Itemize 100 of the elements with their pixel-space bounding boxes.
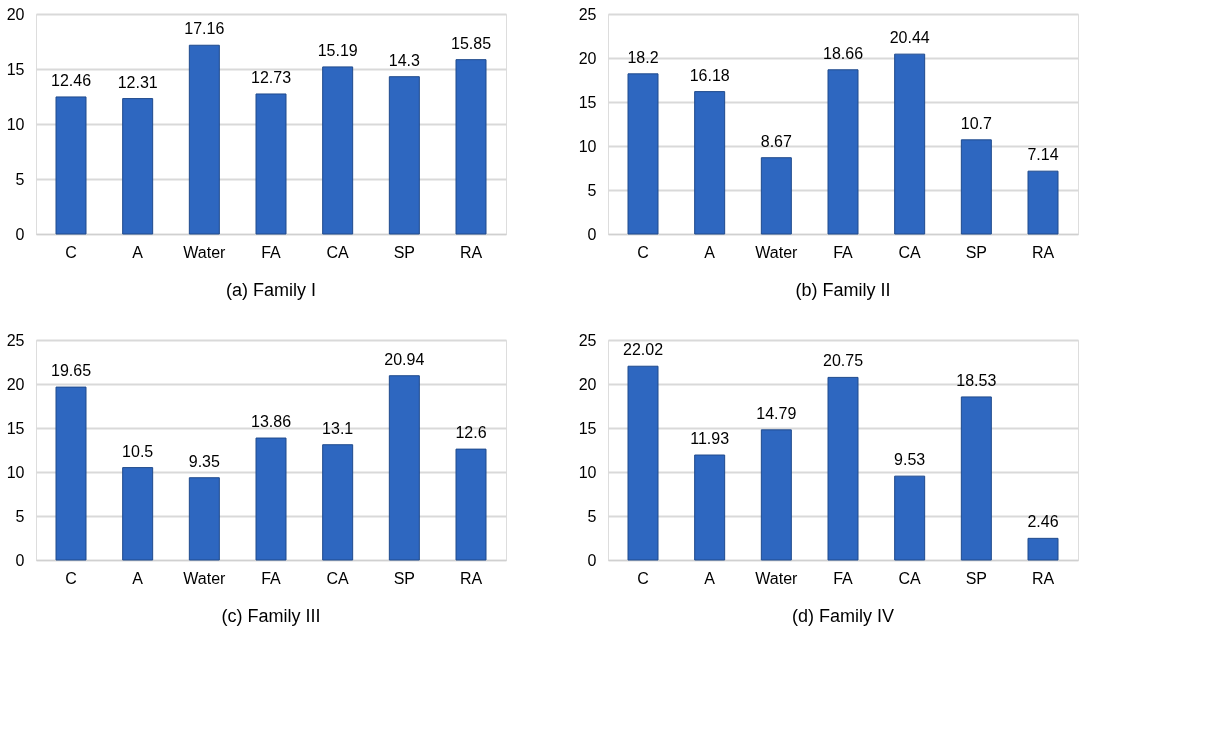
data-label: 10.5 xyxy=(122,442,154,460)
bar xyxy=(960,139,992,235)
x-tick-label: CA xyxy=(326,569,350,587)
bar xyxy=(388,375,420,561)
x-tick-label: A xyxy=(704,569,716,587)
y-tick-label: 0 xyxy=(15,551,25,569)
text: (c) Family III xyxy=(221,606,321,626)
bar xyxy=(55,386,87,561)
x-tick-label: Water xyxy=(183,569,227,587)
data-label: 18.53 xyxy=(956,371,997,389)
data-label: 12.46 xyxy=(50,71,92,89)
y-tick-label: 5 xyxy=(15,507,25,525)
y-tick-label: 10 xyxy=(578,137,597,155)
x-tick-label: Water xyxy=(755,569,799,587)
bar xyxy=(960,396,992,561)
data-label: 14.79 xyxy=(756,404,797,422)
x-tick-label: A xyxy=(132,569,144,587)
x-tick-label: SP xyxy=(393,569,416,587)
bar xyxy=(388,76,420,235)
x-tick-label: RA xyxy=(459,243,483,261)
y-tick-label: 0 xyxy=(587,225,597,243)
y-tick-label: 10 xyxy=(6,463,25,481)
data-label: 13.1 xyxy=(322,419,354,437)
data-label: 14.3 xyxy=(388,51,421,69)
bar xyxy=(122,98,154,235)
y-tick-label: 25 xyxy=(578,331,597,349)
data-label: 20.94 xyxy=(384,350,425,368)
y-tick-label: 25 xyxy=(6,331,25,349)
x-tick-label: C xyxy=(65,243,77,261)
y-tick-label: 15 xyxy=(578,93,597,111)
x-tick-label: SP xyxy=(965,569,988,587)
data-label: 18.66 xyxy=(822,44,864,62)
data-label: 20.75 xyxy=(822,352,864,370)
data-label: 9.35 xyxy=(188,452,221,470)
x-tick-label: Water xyxy=(183,243,227,261)
bar xyxy=(455,448,487,561)
x-tick-label: CA xyxy=(898,569,922,587)
bar xyxy=(760,157,792,235)
y-tick-label: 25 xyxy=(578,5,597,23)
y-tick-label: 10 xyxy=(6,115,25,133)
bar xyxy=(894,475,926,561)
bar xyxy=(827,69,859,235)
bar xyxy=(188,44,220,235)
x-tick-label: C xyxy=(65,569,77,587)
data-label: 15.85 xyxy=(450,34,492,52)
y-tick-label: 20 xyxy=(6,5,25,23)
data-label: 19.65 xyxy=(50,362,92,380)
data-label: 7.14 xyxy=(1027,146,1059,164)
x-tick-label: CA xyxy=(326,243,350,261)
bar xyxy=(694,91,726,235)
y-tick-label: 20 xyxy=(6,375,25,393)
x-tick-label: SP xyxy=(965,243,988,261)
bar xyxy=(627,73,659,235)
data-label: 13.86 xyxy=(250,413,292,431)
x-tick-label: RA xyxy=(1031,243,1055,261)
data-label: 8.67 xyxy=(760,132,793,150)
x-tick-label: A xyxy=(132,243,144,261)
bar xyxy=(188,477,220,561)
y-tick-label: 15 xyxy=(6,60,25,78)
data-label: 12.6 xyxy=(455,424,487,442)
y-tick-label: 15 xyxy=(578,419,597,437)
bar xyxy=(322,66,354,235)
data-label: 10.7 xyxy=(960,114,993,132)
bar xyxy=(255,93,287,235)
x-tick-label: SP xyxy=(393,243,416,261)
data-label: 18.2 xyxy=(627,48,659,66)
y-tick-label: 0 xyxy=(15,225,25,243)
x-tick-label: FA xyxy=(261,569,282,587)
x-tick-label: RA xyxy=(1031,569,1055,587)
y-tick-label: 0 xyxy=(587,551,597,569)
bar xyxy=(827,376,859,561)
text: (d) Family IV xyxy=(791,606,895,626)
y-tick-label: 20 xyxy=(578,375,597,393)
x-tick-label: Water xyxy=(755,243,799,261)
y-tick-label: 10 xyxy=(578,463,597,481)
bar xyxy=(1027,537,1059,561)
bar xyxy=(122,467,154,561)
data-label: 11.93 xyxy=(690,430,730,448)
x-tick-label: C xyxy=(637,569,649,587)
x-tick-label: FA xyxy=(833,569,854,587)
data-label: 22.02 xyxy=(622,341,664,359)
y-tick-label: 5 xyxy=(587,507,597,525)
bar xyxy=(255,437,287,561)
bar xyxy=(894,53,926,235)
data-label: 12.73 xyxy=(250,68,292,86)
x-tick-label: C xyxy=(637,243,649,261)
x-tick-label: RA xyxy=(459,569,483,587)
data-label: 20.44 xyxy=(889,29,930,47)
data-label: 15.19 xyxy=(317,41,358,59)
bar xyxy=(55,96,87,235)
text: (b) Family II xyxy=(795,280,891,300)
x-tick-label: A xyxy=(704,243,716,261)
y-tick-label: 15 xyxy=(6,419,25,437)
y-tick-label: 5 xyxy=(15,170,25,188)
data-label: 16.18 xyxy=(689,66,730,84)
bar xyxy=(455,59,487,235)
y-tick-label: 20 xyxy=(578,49,597,67)
data-label: 2.46 xyxy=(1027,513,1059,531)
bar xyxy=(322,444,354,561)
x-tick-label: CA xyxy=(898,243,922,261)
